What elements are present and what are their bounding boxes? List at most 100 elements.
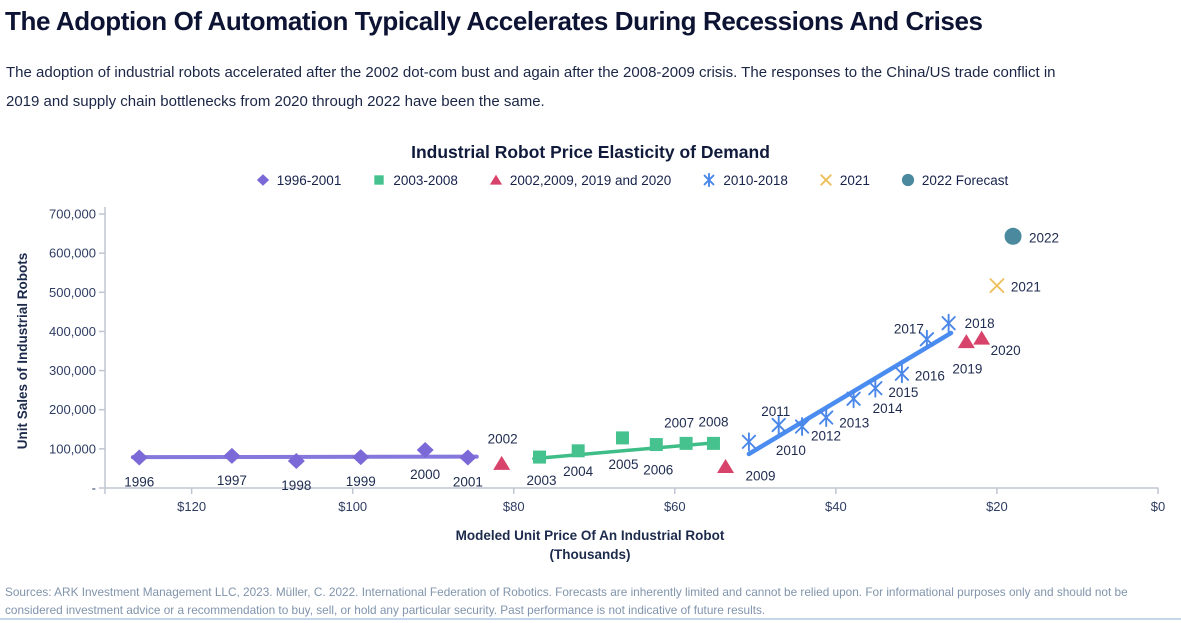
- asterisk-marker-2017-d2: [919, 332, 935, 347]
- legend-asterisk-icon: [703, 172, 715, 188]
- asterisk-marker-2018-d2: [941, 316, 956, 331]
- year-label-2014: 2014: [873, 401, 904, 416]
- year-label-2000: 2000: [410, 467, 440, 482]
- x-tick-label-0: $0: [1151, 499, 1165, 514]
- year-label-2015: 2015: [888, 385, 918, 400]
- asterisk-marker-2018: [941, 313, 956, 333]
- asterisk-marker-2012-d2: [794, 419, 810, 434]
- asterisk-marker-2011-d2: [771, 417, 786, 433]
- x-tick-label-120: $120: [177, 499, 206, 514]
- square-marker-2003: [533, 450, 547, 464]
- year-label-2006: 2006: [643, 463, 673, 478]
- legend-square-glyph: [374, 175, 385, 185]
- asterisk-marker-2013-d2: [819, 410, 834, 425]
- year-label-1996: 1996: [124, 474, 154, 489]
- legend-label: 1996-2001: [276, 172, 342, 188]
- y-tick-label-300000: 300,000: [49, 363, 96, 378]
- bottom-divider: [0, 618, 1181, 620]
- year-label-2003: 2003: [527, 473, 557, 488]
- legend-diamond-icon: [256, 174, 269, 186]
- x-tick-label-20: $20: [986, 499, 1008, 514]
- asterisk-marker-2014-d2: [846, 391, 861, 406]
- legend-label: 2003-2008: [393, 172, 458, 188]
- square-marker-2005: [615, 431, 629, 445]
- triangle-marker-2009: [717, 458, 735, 473]
- y-tick-label-700000: 700,000: [49, 207, 96, 222]
- asterisk-marker-2011: [771, 415, 786, 435]
- triangle-marker-2019: [957, 334, 975, 349]
- legend-xmark-icon: [820, 174, 832, 186]
- asterisk-marker-2014: [846, 389, 861, 409]
- asterisk-marker-2013: [819, 408, 834, 427]
- year-label-2005: 2005: [608, 457, 638, 472]
- xmark-marker-2021: [989, 278, 1005, 294]
- legend-circle-icon: [901, 173, 915, 187]
- legend-xmark-glyph: [820, 174, 832, 186]
- year-label-2007: 2007: [664, 415, 694, 430]
- page-title: The Adoption Of Automation Typically Acc…: [5, 6, 983, 36]
- square-marker-2007: [679, 436, 693, 450]
- diamond-marker-1999: [352, 449, 370, 466]
- asterisk-marker-2010: [741, 432, 757, 452]
- year-label-2010: 2010: [776, 443, 806, 458]
- legend-circle-glyph: [901, 173, 915, 187]
- year-label-2008: 2008: [698, 414, 728, 429]
- legend-item-2010-2018: 2010-2018: [701, 172, 788, 188]
- year-label-2017: 2017: [894, 321, 924, 336]
- x-tick-label-60: $60: [664, 499, 686, 514]
- asterisk-marker-2015: [868, 378, 883, 398]
- year-label-2019: 2019: [952, 362, 982, 377]
- year-label-2021: 2021: [1011, 280, 1041, 295]
- chart-title: Industrial Robot Price Elasticity of Dem…: [411, 142, 770, 162]
- triangle-marker-2020: [973, 330, 991, 345]
- asterisk-marker-2010-d2: [741, 434, 757, 449]
- legend-square-icon: [374, 175, 385, 185]
- y-tick-label-400000: 400,000: [49, 324, 96, 339]
- legend-asterisk-glyph-d2: [703, 174, 715, 186]
- year-label-2012: 2012: [811, 429, 841, 444]
- year-label-2004: 2004: [563, 464, 594, 479]
- year-label-2011: 2011: [761, 404, 790, 419]
- legend-triangle-icon: [489, 174, 503, 185]
- source-disclaimer: Sources: ARK Investment Management LLC, …: [5, 585, 1128, 617]
- y-tick-label-600000: 600,000: [49, 246, 96, 261]
- year-label-2020: 2020: [991, 343, 1021, 358]
- page-subtitle: The adoption of industrial robots accele…: [6, 64, 1056, 110]
- legend-item-1996-2001: 1996-2001: [255, 172, 342, 188]
- legend-asterisk-glyph: [703, 172, 715, 188]
- year-label-2016: 2016: [915, 369, 945, 384]
- asterisk-marker-2016-d2: [894, 366, 910, 381]
- year-label-2018: 2018: [965, 316, 995, 331]
- legend-triangle-glyph: [489, 174, 503, 185]
- y-tick-label-200000: 200,000: [49, 402, 96, 417]
- legend-label: 2010-2018: [723, 172, 788, 188]
- legend-label: 2021: [839, 172, 870, 188]
- asterisk-marker-2017: [919, 329, 935, 349]
- legend-label: 2002,2009, 2019 and 2020: [509, 172, 672, 188]
- legend-item-2003-2008: 2003-2008: [371, 172, 458, 188]
- y-tick-label-0: -: [92, 481, 96, 496]
- chart-legend: 1996-2001 2003-2008 2002,2009, 2019 and 20…: [105, 172, 1158, 188]
- year-label-2013: 2013: [839, 416, 869, 431]
- year-label-2009: 2009: [746, 468, 776, 483]
- circle-marker-2022: [1004, 227, 1022, 245]
- xmark-marker-2021-d2: [989, 278, 1005, 294]
- legend-xmark-glyph-d2: [820, 174, 832, 186]
- diamond-marker-2000: [416, 442, 434, 459]
- legend-label: 2022 Forecast: [921, 172, 1009, 188]
- year-label-1997: 1997: [217, 473, 247, 488]
- y-axis-title: Unit Sales of Industrial Robots: [15, 253, 30, 450]
- x-tick-label-80: $80: [503, 499, 525, 514]
- x-tick-label-40: $40: [825, 499, 847, 514]
- year-label-2002: 2002: [488, 431, 518, 446]
- triangle-marker-2002: [493, 455, 511, 470]
- square-marker-2008: [706, 436, 720, 450]
- diamond-marker-2001: [459, 449, 477, 466]
- year-label-2001: 2001: [453, 474, 483, 489]
- x-axis-title: Modeled Unit Price Of An Industrial Robo…: [456, 528, 725, 543]
- trend-line-2010-2018: [746, 330, 954, 457]
- y-tick-label-500000: 500,000: [49, 285, 96, 300]
- x-tick-label-100: $100: [338, 499, 367, 514]
